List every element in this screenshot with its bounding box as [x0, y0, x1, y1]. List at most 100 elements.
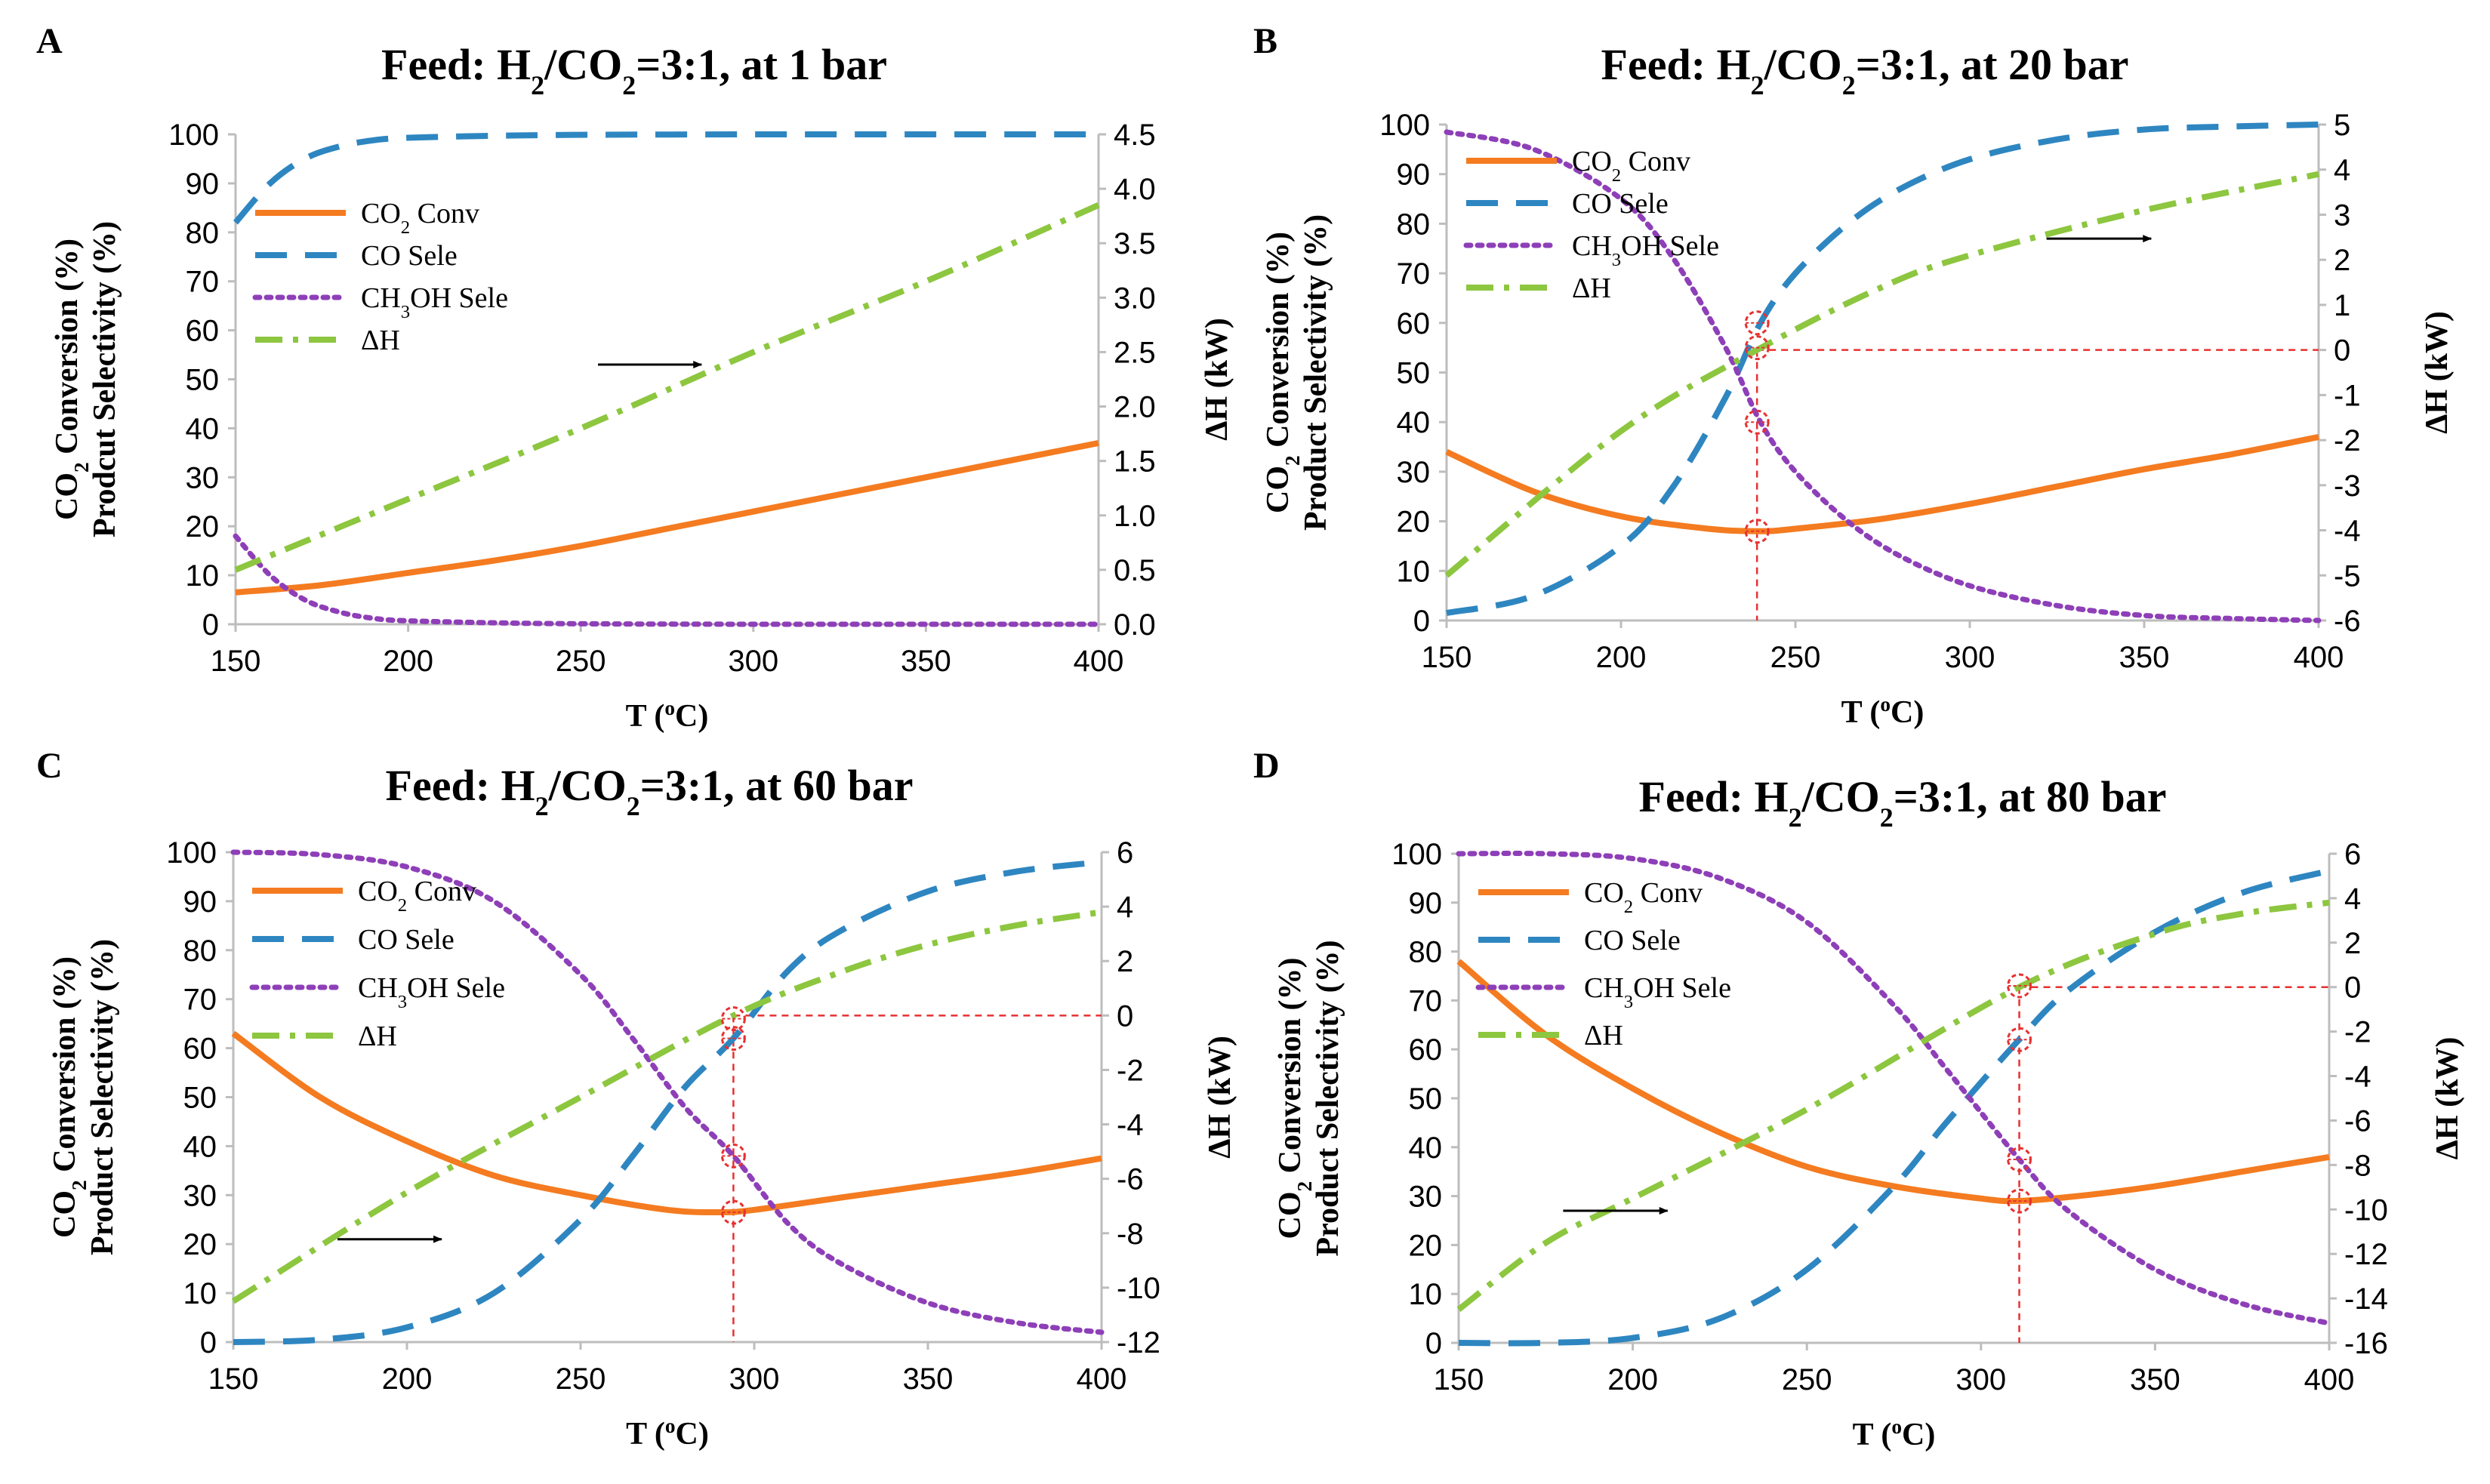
x-tick-label: 300 [1945, 641, 1995, 674]
legend-label-conv: CO2 Conv [1572, 146, 1690, 186]
legend-label-ch3oh: CH3OH Sele [1572, 230, 1719, 270]
legend-label-co: CO Sele [1572, 188, 1669, 220]
y-left-tick-label: 60 [1409, 1033, 1443, 1067]
y-left-tick-label: 40 [186, 412, 220, 445]
series-co-line [1458, 867, 2330, 1347]
y-left-tick-label: 70 [183, 984, 217, 1017]
y-right-tick-label: 4 [2344, 882, 2361, 916]
series-dh-line [234, 202, 1100, 573]
series-ch3oh-line [233, 533, 1102, 627]
y-left-tick-label: 100 [166, 836, 217, 870]
y-left-tick-label: 100 [168, 119, 219, 152]
y-right-tick-label: 2 [1117, 945, 1133, 978]
y-right-tick-label: -2 [2344, 1016, 2371, 1049]
x-tick-label: 300 [1955, 1363, 2006, 1396]
y-right-tick-label: 2.5 [1114, 336, 1156, 369]
series-lines [230, 849, 1105, 1345]
y-left-tick-label: 30 [183, 1179, 217, 1212]
y-left-tick-label: 60 [186, 315, 220, 348]
legend-label-conv: CO2 Conv [1584, 877, 1703, 917]
y-right-tick-label: -10 [1117, 1272, 1160, 1305]
x-axis-label: T (oC) [1853, 1415, 1936, 1452]
y-left-tick-label: 50 [183, 1082, 217, 1115]
chart-title: Feed: H2/CO2=3:1, at 20 bar [1601, 40, 2129, 100]
crossing-markers [720, 1006, 746, 1225]
y-left-tick-label: 60 [183, 1033, 217, 1066]
crossing-guides [1755, 349, 2319, 620]
x-axis-label: T (oC) [626, 697, 709, 734]
y-right-tick-label: 5 [2334, 109, 2350, 142]
x-tick-label: 150 [208, 1362, 259, 1396]
legend-label-dh: ΔH [358, 1021, 397, 1052]
crossing-guides [732, 1014, 1102, 1342]
y-right-tick-label: -8 [2344, 1149, 2371, 1182]
series-dh-line [1444, 171, 2319, 578]
y-right-axis-label: ΔH (kW) [1200, 318, 1234, 441]
y-left-tick-label: 70 [1409, 984, 1443, 1018]
y-right-tick-label: -6 [2344, 1104, 2371, 1138]
y-right-tick-label: -3 [2334, 470, 2361, 503]
crossing-markers [1744, 310, 1770, 544]
y-left-tick-label: 20 [1397, 506, 1431, 539]
y-left-axis-label: CO2 Conversion (%) [50, 239, 93, 520]
panel-label: B [1253, 21, 1277, 61]
y-left-axis-label-2: Product Selectivity (%) [85, 939, 120, 1255]
axes: 150 200 250 300 350 4000102030405060708090100… [166, 836, 1160, 1396]
y-left-axis-label-2: Product Selectivity (%) [1311, 940, 1345, 1256]
y-right-tick-label: -4 [1117, 1109, 1144, 1142]
y-left-tick-label: 50 [1409, 1082, 1443, 1116]
y-right-tick-label: -4 [2334, 515, 2361, 548]
series-conv-line [1456, 959, 2330, 1205]
series-conv-line [1445, 433, 2319, 534]
x-tick-label: 200 [382, 1362, 433, 1396]
y-left-tick-label: 100 [1391, 838, 1442, 871]
legend-label-co: CO Sele [1584, 925, 1681, 956]
series-ch3oh-line [1456, 851, 2332, 1326]
panel-label: A [36, 21, 63, 61]
axes: 150 200 250 300 350 4000102030405060708090100… [1391, 838, 2388, 1396]
y-left-tick-label: 10 [186, 559, 220, 593]
x-tick-label: 200 [1596, 641, 1647, 674]
y-right-tick-label: -6 [1117, 1163, 1144, 1196]
y-left-tick-label: 60 [1397, 307, 1431, 340]
y-left-tick-label: 80 [186, 217, 220, 250]
y-left-tick-label: 80 [183, 934, 217, 968]
y-right-axis-label: ΔH (kW) [1203, 1036, 1237, 1159]
y-right-tick-label: 4.0 [1114, 173, 1156, 206]
y-left-tick-label: 70 [186, 266, 220, 299]
y-left-axis-label-2: Prodcut Selectivity (%) [88, 221, 122, 537]
legend-label-co: CO Sele [361, 240, 458, 272]
series-co-line [233, 859, 1102, 1345]
y-left-tick-label: 10 [1397, 555, 1431, 588]
y-left-tick-label: 0 [200, 1326, 217, 1359]
legend-label-dh: ΔH [1572, 272, 1611, 304]
panel-label: C [36, 746, 63, 786]
x-tick-label: 400 [1077, 1362, 1127, 1396]
y-right-tick-label: 6 [1117, 836, 1133, 870]
y-right-tick-label: -1 [2334, 379, 2361, 412]
chart-title: Feed: H2/CO2=3:1, at 80 bar [1639, 772, 2167, 833]
x-tick-label: 150 [211, 645, 261, 678]
x-tick-label: 250 [1782, 1363, 1832, 1396]
y-right-tick-label: -2 [1117, 1054, 1144, 1087]
legend-label-dh: ΔH [361, 325, 400, 356]
x-tick-label: 150 [1422, 641, 1472, 674]
y-right-tick-label: 0 [1117, 999, 1133, 1033]
series-lines [1444, 122, 2322, 623]
y-right-tick-label: 3.5 [1114, 227, 1156, 260]
y-left-tick-label: 0 [202, 608, 219, 642]
y-left-tick-label: 40 [1409, 1131, 1443, 1165]
series-dh-line [1456, 899, 2330, 1312]
x-tick-label: 300 [728, 645, 778, 678]
y-right-tick-label: -5 [2334, 559, 2361, 593]
legend-label-conv: CO2 Conv [361, 198, 479, 238]
y-right-tick-label: 0 [2344, 971, 2361, 1005]
y-left-tick-label: 50 [1397, 357, 1431, 390]
y-left-axis-label: CO2 Conversion (%) [1261, 232, 1304, 513]
